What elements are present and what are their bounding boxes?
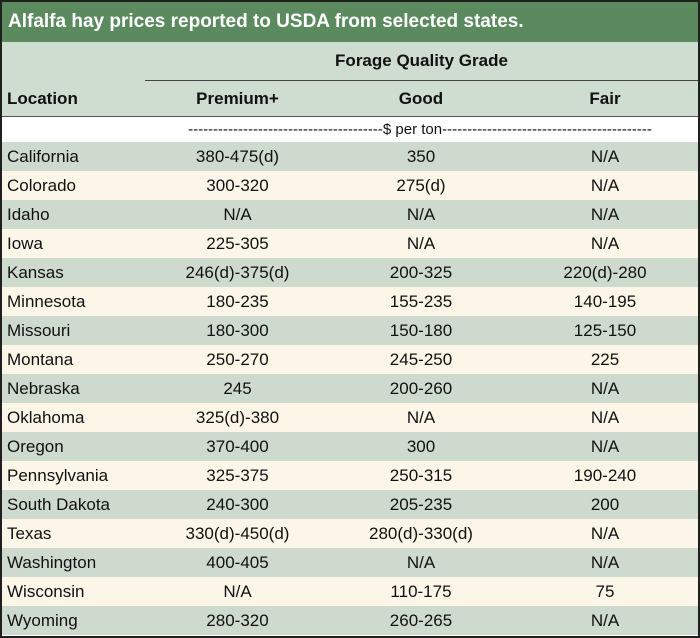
location-header: Location <box>7 89 78 108</box>
fair-cell: N/A <box>590 437 620 456</box>
location-cell: Oregon <box>7 437 64 456</box>
premium-cell: 250-270 <box>206 350 269 369</box>
location-cell: Colorado <box>7 176 76 195</box>
premium-cell: 245 <box>223 379 252 398</box>
fair-cell: 220(d)-280 <box>563 263 647 282</box>
table-row: California 380-475(d) 350 N/A <box>2 142 698 171</box>
good-cell: 205-235 <box>389 495 453 514</box>
fair-cell: N/A <box>590 234 620 253</box>
grade-group-header: Forage Quality Grade <box>335 51 508 70</box>
fair-cell: N/A <box>590 176 620 195</box>
fair-cell: N/A <box>590 205 620 224</box>
fair-cell: N/A <box>590 611 620 630</box>
premium-cell: 325(d)-380 <box>195 408 280 427</box>
table-row: Wyoming 280-320 260-265 N/A <box>2 606 698 635</box>
fair-cell: 125-150 <box>573 321 637 340</box>
units-row: ---------------------------------------$… <box>2 116 698 142</box>
location-cell: Texas <box>7 524 52 543</box>
table-row: Colorado 300-320 275(d) N/A <box>2 171 698 200</box>
premium-cell: 300-320 <box>206 176 269 195</box>
location-cell: Oklahoma <box>7 408 85 427</box>
good-cell: 260-265 <box>389 611 453 630</box>
fair-cell: N/A <box>590 524 620 543</box>
location-cell: Pennsylvania <box>7 466 109 485</box>
good-cell: 300 <box>406 437 436 456</box>
good-cell: 350 <box>406 147 436 166</box>
table-row: Iowa 225-305 N/A N/A <box>2 229 698 258</box>
good-cell: 155-235 <box>389 292 453 311</box>
location-cell: Idaho <box>7 205 50 224</box>
location-cell: Missouri <box>7 321 71 340</box>
table-row: Idaho N/A N/A N/A <box>2 200 698 229</box>
premium-cell: N/A <box>223 205 252 224</box>
table-row: Montana 250-270 245-250 225 <box>2 345 698 374</box>
fair-cell: N/A <box>590 553 620 572</box>
good-cell: 150-180 <box>389 321 453 340</box>
table-title: Alfalfa hay prices reported to USDA from… <box>2 2 698 42</box>
location-cell: Nebraska <box>7 379 80 398</box>
location-cell: Kansas <box>7 263 64 282</box>
table-body: California 380-475(d) 350 N/A Colorado 300-32… <box>2 142 698 635</box>
location-cell: California <box>7 147 79 166</box>
table-row: Washington 400-405 N/A N/A <box>2 548 698 577</box>
premium-cell: 330(d)-450(d) <box>185 524 290 543</box>
location-cell: Iowa <box>7 234 43 253</box>
good-cell: N/A <box>406 234 436 253</box>
good-cell: 275(d) <box>396 176 446 195</box>
location-cell: Montana <box>7 350 74 369</box>
premium-header: Premium+ <box>196 89 279 108</box>
table-row: Wisconsin N/A 110-175 75 <box>2 577 698 606</box>
good-cell: 245-250 <box>389 350 453 369</box>
table-row: South Dakota 240-300 205-235 200 <box>2 490 698 519</box>
table-row: Missouri 180-300 150-180 125-150 <box>2 316 698 345</box>
premium-cell: 325-375 <box>206 466 269 485</box>
premium-cell: 246(d)-375(d) <box>185 263 290 282</box>
location-cell: Minnesota <box>7 292 86 311</box>
premium-cell: 280-320 <box>206 611 269 630</box>
location-cell: Wyoming <box>7 611 78 630</box>
good-cell: 200-260 <box>389 379 453 398</box>
premium-cell: 180-235 <box>206 292 269 311</box>
premium-cell: 180-300 <box>206 321 269 340</box>
fair-cell: 140-195 <box>573 292 637 311</box>
good-cell: N/A <box>406 408 436 427</box>
table-row: Oregon 370-400 300 N/A <box>2 432 698 461</box>
premium-cell: 225-305 <box>206 234 269 253</box>
good-header: Good <box>398 89 444 108</box>
location-cell: South Dakota <box>7 495 111 514</box>
table-header: Forage Quality Grade Location Premium+ G… <box>2 42 698 116</box>
premium-cell: 400-405 <box>206 553 269 572</box>
good-cell: 200-325 <box>389 263 453 282</box>
table-row: Nebraska 245 200-260 N/A <box>2 374 698 403</box>
fair-cell: N/A <box>590 147 620 166</box>
table-row: Oklahoma 325(d)-380 N/A N/A <box>2 403 698 432</box>
fair-header: Fair <box>589 89 621 108</box>
table-row: Kansas 246(d)-375(d) 200-325 220(d)-280 <box>2 258 698 287</box>
fair-cell: 225 <box>590 350 620 369</box>
good-cell: 280(d)-330(d) <box>369 524 473 543</box>
premium-cell: 380-475(d) <box>195 147 280 166</box>
premium-cell: N/A <box>223 582 252 601</box>
header-divider <box>145 80 698 81</box>
table-row: Minnesota 180-235 155-235 140-195 <box>2 287 698 316</box>
location-cell: Wisconsin <box>7 582 85 601</box>
good-cell: 250-315 <box>389 466 453 485</box>
fair-cell: 190-240 <box>573 466 637 485</box>
fair-cell: 75 <box>595 582 615 601</box>
fair-cell: N/A <box>590 379 620 398</box>
table-row: Texas 330(d)-450(d) 280(d)-330(d) N/A <box>2 519 698 548</box>
location-cell: Washington <box>7 553 97 572</box>
fair-cell: N/A <box>590 408 620 427</box>
fair-cell: 200 <box>590 495 620 514</box>
premium-cell: 370-400 <box>206 437 269 456</box>
premium-cell: 240-300 <box>206 495 269 514</box>
good-cell: 110-175 <box>390 582 452 601</box>
good-cell: N/A <box>406 205 436 224</box>
table-row: Pennsylvania 325-375 250-315 190-240 <box>2 461 698 490</box>
good-cell: N/A <box>406 553 436 572</box>
